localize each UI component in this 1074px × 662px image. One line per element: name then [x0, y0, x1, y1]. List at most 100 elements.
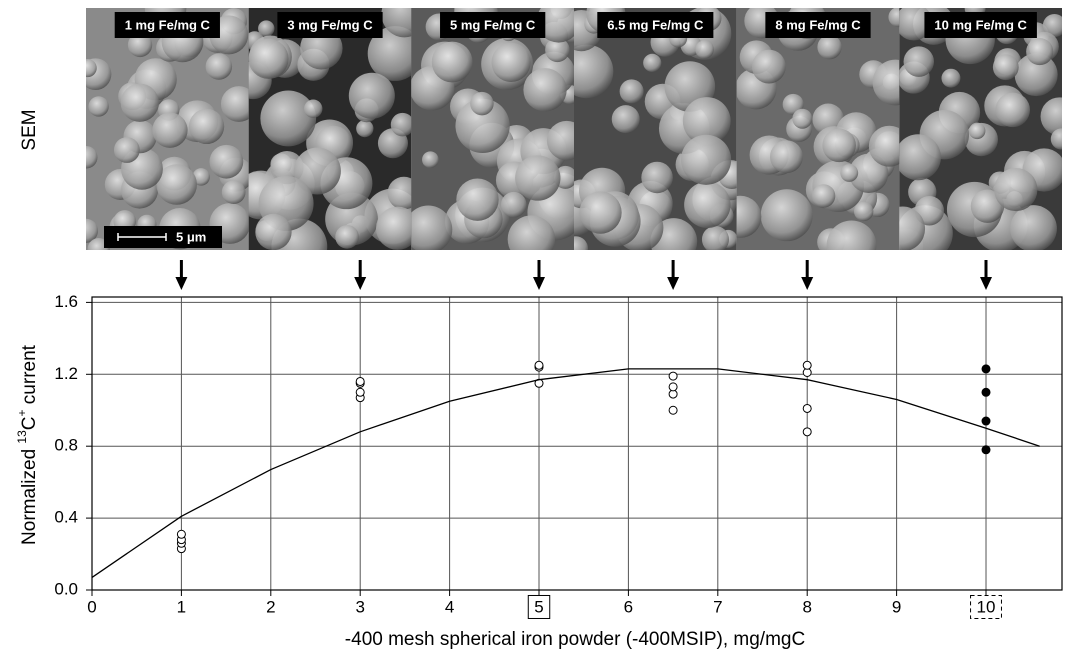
grain — [80, 58, 112, 90]
grain — [620, 79, 644, 103]
sem-image: 5 mg Fe/mg C — [404, 0, 589, 263]
sem-image: 8 mg Fe/mg C — [719, 0, 918, 270]
grain — [752, 50, 786, 84]
grain — [523, 68, 566, 111]
plot-frame — [92, 297, 1062, 590]
y-label-part: C — [19, 416, 40, 430]
grain — [1051, 128, 1072, 149]
figure: SEM 1 mg Fe/mg C3 mg Fe/mg C5 mg Fe/mg C… — [0, 0, 1074, 657]
grain — [840, 164, 858, 182]
grain — [993, 54, 1019, 80]
grain — [822, 129, 856, 163]
x-tick-label: 7 — [713, 597, 722, 616]
y-axis-label: Normalized 13C+ current — [15, 344, 40, 545]
grain — [75, 146, 97, 168]
sem-label: SEM — [19, 109, 40, 150]
panel-label: 6.5 mg Fe/mg C — [607, 17, 704, 32]
x-tick-label: 8 — [802, 597, 811, 616]
grain — [854, 202, 873, 221]
grain — [456, 178, 498, 220]
grain — [304, 100, 322, 118]
grain — [612, 105, 640, 133]
grain — [941, 69, 960, 88]
x-tick-label: 4 — [445, 597, 454, 616]
grain — [681, 135, 731, 185]
y-label-part: + — [15, 409, 29, 416]
grain — [684, 182, 730, 228]
grain — [404, 206, 452, 254]
grain — [702, 226, 729, 253]
grain — [643, 54, 661, 72]
arrow-head — [533, 277, 545, 290]
data-point — [982, 388, 990, 396]
y-label-part: 13 — [15, 430, 29, 444]
grain — [579, 191, 621, 233]
grain — [994, 168, 1037, 211]
grain — [114, 137, 140, 163]
grain — [255, 214, 291, 250]
data-point — [177, 530, 185, 538]
grain — [812, 184, 835, 207]
x-tick-label: 9 — [892, 597, 901, 616]
y-label-part: current — [19, 344, 40, 409]
grain — [258, 20, 274, 36]
grain — [491, 43, 530, 82]
panel-label: 8 mg Fe/mg C — [775, 17, 861, 32]
grain — [432, 42, 473, 83]
grain — [222, 180, 246, 204]
y-tick-label: 0.8 — [54, 436, 78, 455]
grain — [260, 91, 316, 147]
grain — [210, 145, 244, 179]
grain — [895, 134, 941, 180]
y-label-part: Normalized — [19, 444, 40, 545]
data-point — [803, 361, 811, 369]
grain — [695, 40, 714, 59]
data-point — [356, 388, 364, 396]
y-tick-label: 0.0 — [54, 579, 78, 598]
data-point — [803, 404, 811, 412]
sem-image: 10 mg Fe/mg C — [880, 0, 1074, 263]
grain — [817, 35, 841, 59]
fit-curve — [92, 369, 1040, 578]
panel-label: 5 mg Fe/mg C — [450, 17, 536, 32]
grain — [641, 162, 673, 194]
grain — [152, 113, 187, 148]
x-tick-label: 1 — [177, 597, 186, 616]
y-tick-label: 0.4 — [54, 508, 78, 527]
arrow-head — [354, 277, 366, 290]
grain — [792, 109, 812, 129]
x-tick-label: 5 — [534, 597, 543, 616]
grain — [761, 189, 813, 241]
data-point — [356, 377, 364, 385]
y-tick-label: 1.6 — [54, 292, 78, 311]
grain — [88, 96, 108, 116]
grain — [1010, 205, 1057, 252]
data-point — [982, 365, 990, 373]
grain — [206, 53, 232, 79]
grain — [995, 93, 1030, 128]
arrow-head — [801, 277, 813, 290]
scale-bar-label: 5 μm — [176, 229, 206, 244]
x-tick-label: 0 — [87, 597, 96, 616]
data-point — [669, 383, 677, 391]
grain — [969, 123, 986, 140]
grain — [356, 120, 373, 137]
grain — [422, 151, 439, 168]
grain — [770, 140, 803, 173]
arrow-head — [175, 277, 187, 290]
x-tick-label: 3 — [355, 597, 364, 616]
y-tick-label: 1.2 — [54, 364, 78, 383]
grain — [349, 73, 395, 119]
arrow-head — [667, 277, 679, 290]
arrow-head — [980, 277, 992, 290]
sem-image: 6.5 mg Fe/mg C — [549, 0, 751, 265]
panel-label: 10 mg Fe/mg C — [934, 17, 1027, 32]
data-point — [982, 446, 990, 454]
data-point — [669, 406, 677, 414]
panel-label: 1 mg Fe/mg C — [125, 17, 211, 32]
data-point — [803, 428, 811, 436]
x-tick-label: 6 — [624, 597, 633, 616]
data-point — [535, 361, 543, 369]
data-point — [669, 372, 677, 380]
x-axis-label: -400 mesh spherical iron powder (-400MSI… — [345, 629, 805, 650]
